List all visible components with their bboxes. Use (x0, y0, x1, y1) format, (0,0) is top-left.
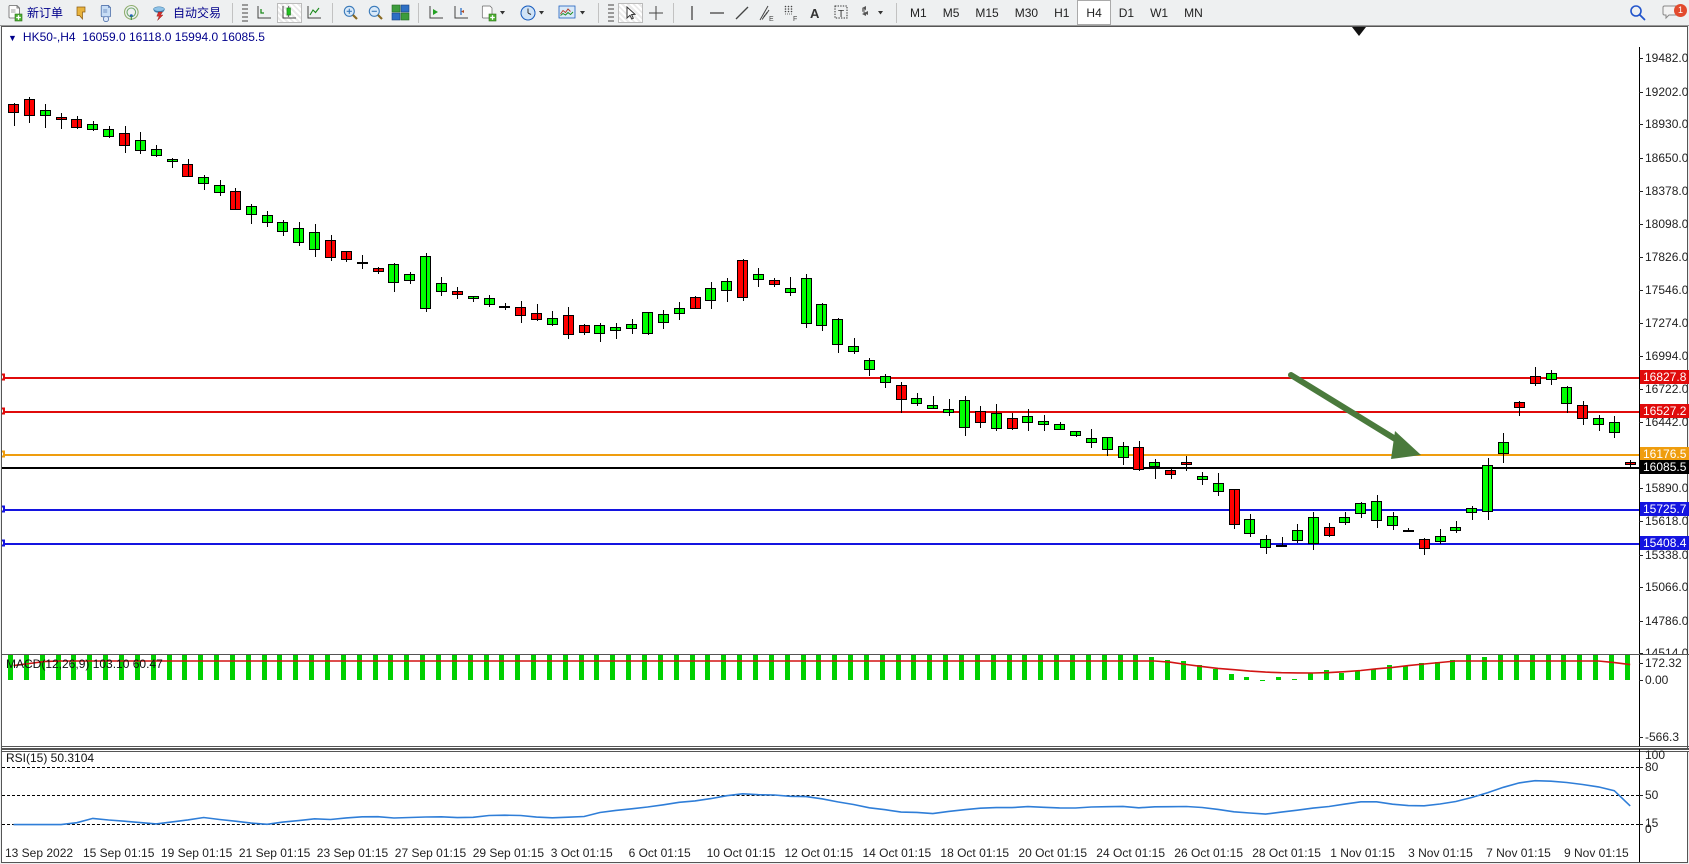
svg-text:T: T (838, 9, 844, 20)
svg-text:F: F (793, 16, 797, 22)
svg-text:A: A (810, 6, 820, 21)
svg-text:E: E (769, 16, 774, 22)
